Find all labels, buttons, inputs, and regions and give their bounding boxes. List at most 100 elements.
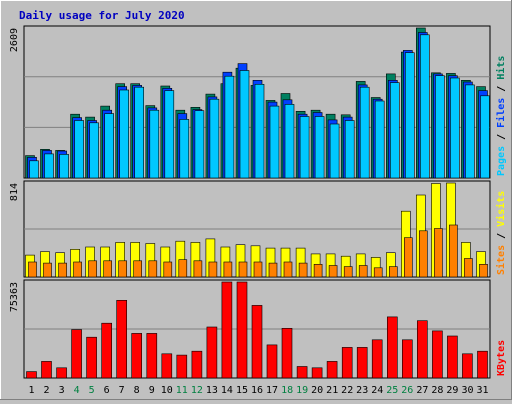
bar-pages-day-24: [374, 100, 385, 179]
panel-kbytes: 75363 KBytes: [9, 279, 507, 379]
x-tick-day-17: 17: [266, 385, 278, 396]
bar-pages-day-31: [480, 95, 490, 179]
x-axis-labels: 1 2 3 4 5 6 7 8 9 10 11 12 13 14 15 16 17 18 19 20 21 22 23 24 2…: [28, 385, 488, 396]
bar-kbytes-day-14: [221, 281, 233, 379]
x-tick-day-12: 12: [191, 385, 203, 396]
bar-pages-day-29: [450, 77, 460, 179]
bar-sites-day-18: [283, 261, 293, 278]
bar-pages-day-14: [224, 75, 235, 179]
bar-kbytes-day-28: [432, 330, 443, 379]
bar-kbytes-day-21: [326, 361, 338, 379]
x-tick-day-7: 7: [119, 385, 125, 396]
bar-kbytes-day-11: [176, 354, 188, 379]
x-tick-day-13: 13: [206, 385, 218, 396]
x-tick-day-15: 15: [236, 385, 248, 396]
bar-kbytes-day-18: [281, 327, 293, 379]
bar-sites-day-22: [343, 266, 353, 278]
bar-kbytes-day-29: [447, 335, 458, 379]
bar-pages-day-9: [149, 109, 160, 179]
x-tick-day-11: 11: [176, 385, 188, 396]
x-tick-day-31: 31: [476, 385, 488, 396]
bar-sites-day-31: [479, 263, 488, 278]
bar-pages-day-12: [194, 110, 205, 179]
bar-sites-day-10: [163, 261, 173, 278]
legend-files: Files: [495, 98, 507, 128]
x-tick-day-19: 19: [296, 385, 308, 396]
bar-pages-day-26: [404, 52, 415, 179]
bar-pages-day-28: [435, 75, 445, 179]
panel-hits-files-pages: 2609 Pages / Files / Hits: [9, 25, 507, 179]
bar-sites-day-1: [28, 261, 37, 278]
chart-title: Daily usage for July 2020: [19, 9, 185, 22]
bar-kbytes-day-17: [266, 344, 278, 379]
bar-kbytes-day-23: [356, 347, 368, 379]
bar-kbytes-day-8: [131, 333, 142, 379]
bar-sites-day-5: [88, 260, 97, 278]
x-tick-day-26: 26: [401, 385, 413, 396]
bar-kbytes-day-16: [251, 305, 263, 379]
bar-kbytes-day-19: [296, 366, 308, 379]
bar-kbytes-day-25: [386, 316, 398, 379]
bar-kbytes-day-1: [26, 371, 37, 379]
bar-sites-day-20: [313, 263, 323, 278]
x-tick-day-21: 21: [326, 385, 338, 396]
bar-sites-day-12: [193, 260, 203, 278]
bar-sites-day-7: [118, 260, 127, 278]
bar-kbytes-day-10: [161, 353, 173, 379]
bar-sites-day-6: [103, 260, 112, 278]
bar-sites-day-27: [418, 230, 428, 278]
bar-pages-day-18: [284, 104, 295, 179]
bar-kbytes-day-27: [416, 320, 428, 379]
bar-pages-day-17: [269, 105, 280, 179]
legend-separator: /: [496, 227, 507, 245]
x-tick-day-14: 14: [221, 385, 233, 396]
bar-sites-day-21: [328, 265, 338, 278]
bar-pages-day-7: [119, 89, 129, 179]
x-tick-day-22: 22: [341, 385, 353, 396]
bar-pages-day-25: [389, 82, 400, 179]
bar-kbytes-day-24: [371, 339, 383, 379]
legend-kbytes: KBytes: [496, 340, 507, 376]
x-tick-day-6: 6: [104, 385, 110, 396]
bar-pages-day-2: [44, 153, 54, 179]
bar-sites-day-29: [449, 224, 458, 278]
bar-pages-day-23: [359, 86, 370, 179]
x-tick-day-29: 29: [446, 385, 458, 396]
bar-pages-day-11: [179, 119, 190, 179]
x-tick-day-4: 4: [74, 385, 80, 396]
x-tick-day-27: 27: [416, 385, 428, 396]
x-tick-day-30: 30: [461, 385, 473, 396]
x-tick-day-8: 8: [134, 385, 140, 396]
x-tick-day-9: 9: [149, 385, 155, 396]
bar-kbytes-day-6: [101, 322, 112, 379]
bar-kbytes-day-30: [462, 353, 473, 379]
bar-pages-day-30: [465, 84, 475, 179]
bar-pages-day-1: [29, 160, 39, 179]
legend-separator: /: [496, 128, 507, 146]
y-max-label: 2609: [9, 28, 20, 52]
bar-pages-day-15: [239, 70, 250, 179]
bar-sites-day-8: [133, 260, 142, 278]
x-tick-day-2: 2: [43, 385, 49, 396]
bar-pages-day-3: [59, 154, 69, 179]
bar-kbytes-day-15: [236, 281, 248, 379]
bar-sites-day-11: [178, 259, 188, 278]
bar-pages-day-13: [209, 98, 220, 179]
bar-sites-day-17: [268, 262, 278, 278]
bar-kbytes-day-31: [477, 350, 488, 379]
side-legend: Pages / Files / Hits: [495, 56, 507, 176]
bar-sites-day-9: [148, 260, 158, 278]
bar-pages-day-10: [164, 90, 175, 179]
panel-visits-sites: 814 Sites / Visits: [9, 180, 507, 278]
bar-kbytes-day-5: [86, 336, 97, 379]
bar-sites-day-13: [208, 261, 218, 278]
bar-sites-day-2: [43, 262, 52, 278]
bar-pages-day-21: [329, 123, 340, 179]
side-legend: KBytes: [496, 340, 507, 376]
bar-sites-day-3: [58, 262, 67, 278]
x-tick-day-28: 28: [431, 385, 443, 396]
side-legend: Sites / Visits: [495, 191, 507, 275]
bar-kbytes-day-2: [41, 361, 52, 379]
